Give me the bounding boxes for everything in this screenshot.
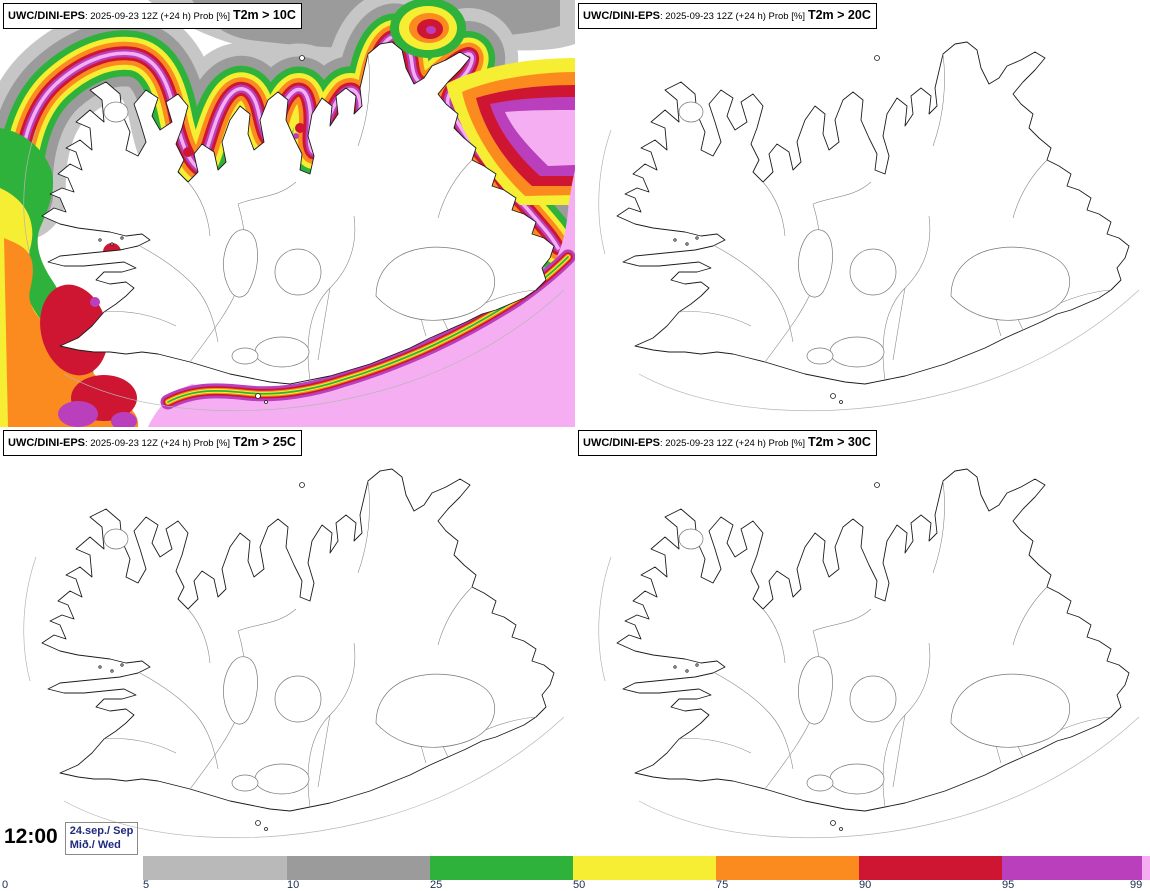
iceland-map-svg bbox=[23, 468, 565, 839]
colorbar-segment bbox=[1002, 856, 1142, 880]
colorbar bbox=[0, 856, 1150, 880]
colorbar-tick-label: 0 bbox=[1, 879, 9, 891]
model-name: UWC/DINI-EPS bbox=[8, 437, 85, 449]
panel-title: UWC/DINI-EPS: 2025-09-23 12Z (+24 h) Pro… bbox=[3, 430, 302, 456]
map-panel-t2m-gt-25c: UWC/DINI-EPS: 2025-09-23 12Z (+24 h) Pro… bbox=[0, 427, 575, 854]
colorbar-tick-label: 5 bbox=[143, 879, 150, 891]
colorbar-segment bbox=[1142, 856, 1150, 880]
colorbar-tick-label: 10 bbox=[287, 879, 300, 891]
colorbar-segment bbox=[287, 856, 430, 880]
panel-title: UWC/DINI-EPS: 2025-09-23 12Z (+24 h) Pro… bbox=[3, 3, 302, 29]
model-name: UWC/DINI-EPS bbox=[583, 437, 660, 449]
colorbar-ticks: 0 5 10 25 50 75 90 95 99 bbox=[0, 879, 1150, 891]
run-info: : 2025-09-23 12Z (+24 h) Prob [%] bbox=[660, 438, 805, 449]
colorbar-tick-label: 25 bbox=[430, 879, 443, 891]
valid-date-box: 24.sep./ Sep Mið./ Wed bbox=[64, 822, 139, 855]
colorbar-tick-label: 95 bbox=[1002, 879, 1015, 891]
threshold-label: T2m > 25C bbox=[232, 435, 296, 449]
colorbar-tick-label: 90 bbox=[859, 879, 872, 891]
colorbar-tick-label: 99 bbox=[1130, 879, 1143, 891]
colorbar-segment bbox=[430, 856, 573, 880]
map-panel-t2m-gt-30c: UWC/DINI-EPS: 2025-09-23 12Z (+24 h) Pro… bbox=[575, 427, 1150, 854]
colorbar-segment bbox=[143, 856, 287, 880]
colorbar-segment bbox=[859, 856, 1002, 880]
panel-title: UWC/DINI-EPS: 2025-09-23 12Z (+24 h) Pro… bbox=[578, 430, 877, 456]
valid-time: 12:00 bbox=[4, 825, 58, 848]
valid-date-line1: 24.sep./ Sep bbox=[69, 825, 134, 837]
run-info: : 2025-09-23 12Z (+24 h) Prob [%] bbox=[85, 11, 230, 22]
colorbar-tick-label: 75 bbox=[716, 879, 729, 891]
panel-title: UWC/DINI-EPS: 2025-09-23 12Z (+24 h) Pro… bbox=[578, 3, 877, 29]
valid-time-block: 12:00 24.sep./ Sep Mið./ Wed bbox=[4, 822, 139, 855]
run-info: : 2025-09-23 12Z (+24 h) Prob [%] bbox=[660, 11, 805, 22]
colorbar-segment bbox=[0, 856, 143, 880]
iceland-map-svg bbox=[598, 41, 1140, 412]
colorbar-segment bbox=[573, 856, 716, 880]
colorbar-tick-label: 50 bbox=[573, 879, 586, 891]
colorbar-segment bbox=[716, 856, 859, 880]
threshold-label: T2m > 30C bbox=[807, 435, 871, 449]
map-panel-t2m-gt-20c: UWC/DINI-EPS: 2025-09-23 12Z (+24 h) Pro… bbox=[575, 0, 1150, 427]
run-info: : 2025-09-23 12Z (+24 h) Prob [%] bbox=[85, 438, 230, 449]
iceland-map-svg bbox=[598, 468, 1140, 839]
valid-date-line2: Mið./ Wed bbox=[69, 839, 121, 852]
map-grid: UWC/DINI-EPS: 2025-09-23 12Z (+24 h) Pro… bbox=[0, 0, 1150, 854]
threshold-label: T2m > 20C bbox=[807, 8, 871, 22]
model-name: UWC/DINI-EPS bbox=[8, 10, 85, 22]
map-panel-t2m-gt-10c: UWC/DINI-EPS: 2025-09-23 12Z (+24 h) Pro… bbox=[0, 0, 575, 427]
iceland-map-svg bbox=[0, 0, 575, 427]
model-name: UWC/DINI-EPS bbox=[583, 10, 660, 22]
threshold-label: T2m > 10C bbox=[232, 8, 296, 22]
